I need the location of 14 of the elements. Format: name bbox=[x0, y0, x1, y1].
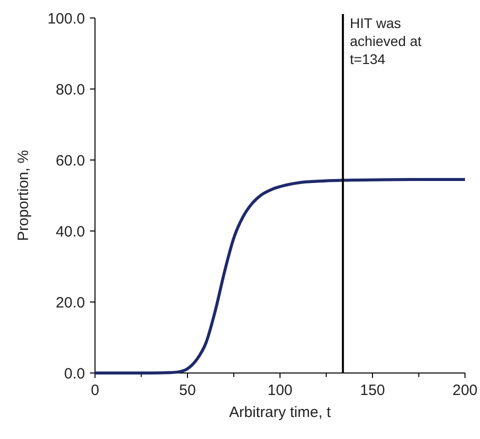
x-tick-label: 100 bbox=[267, 382, 293, 399]
y-tick-label: 80.0 bbox=[56, 81, 85, 98]
y-tick-label: 100.0 bbox=[47, 10, 85, 28]
y-tick-label: 20.0 bbox=[56, 294, 85, 312]
y-tick-label: 40.0 bbox=[56, 223, 85, 240]
x-tick-label: 0 bbox=[90, 382, 100, 399]
y-axis-title: Proportion, % bbox=[15, 150, 32, 241]
ref-line-label: HIT was achieved at t=134 bbox=[350, 15, 422, 67]
y-tick-label: 60.0 bbox=[56, 152, 85, 170]
x-tick-label: 150 bbox=[360, 382, 386, 399]
x-tick-label: 50 bbox=[179, 382, 196, 399]
x-tick-label: 200 bbox=[452, 382, 478, 399]
y-tick-label: 0.0 bbox=[64, 365, 85, 382]
x-axis-title: Arbitrary time, t bbox=[229, 404, 332, 421]
